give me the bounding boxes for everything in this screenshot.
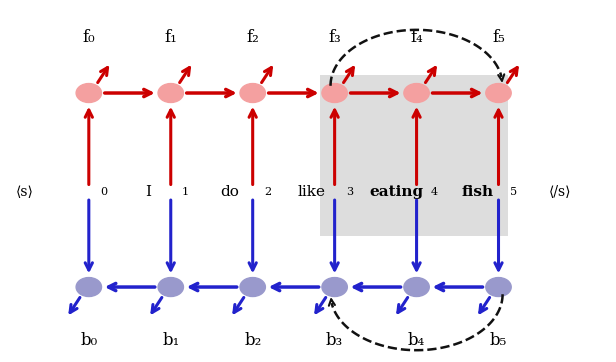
Text: b₅: b₅: [490, 332, 507, 349]
Text: f₁: f₁: [164, 29, 177, 46]
Ellipse shape: [322, 278, 347, 296]
Text: f₀: f₀: [83, 29, 95, 46]
Text: 1: 1: [182, 187, 189, 197]
Ellipse shape: [404, 278, 429, 296]
FancyBboxPatch shape: [320, 75, 508, 236]
Ellipse shape: [486, 278, 511, 296]
Text: f₃: f₃: [328, 29, 341, 46]
Text: ⟨s⟩: ⟨s⟩: [16, 185, 34, 199]
Ellipse shape: [76, 84, 102, 102]
Text: b₄: b₄: [408, 332, 425, 349]
Text: b₁: b₁: [162, 332, 179, 349]
Text: b₀: b₀: [80, 332, 97, 349]
Text: 3: 3: [346, 187, 353, 197]
Text: like: like: [298, 185, 326, 199]
Text: f₅: f₅: [492, 29, 505, 46]
Text: fish: fish: [462, 185, 494, 199]
Text: b₃: b₃: [326, 332, 343, 349]
Text: eating: eating: [369, 185, 423, 199]
Ellipse shape: [486, 84, 511, 102]
Text: ⟨/s⟩: ⟨/s⟩: [549, 185, 571, 199]
Ellipse shape: [240, 278, 265, 296]
Text: b₂: b₂: [244, 332, 261, 349]
Ellipse shape: [158, 84, 184, 102]
Text: 4: 4: [431, 187, 438, 197]
Text: 0: 0: [100, 187, 107, 197]
Ellipse shape: [158, 278, 184, 296]
Text: 5: 5: [509, 187, 517, 197]
Text: f₄: f₄: [410, 29, 423, 46]
Ellipse shape: [76, 278, 102, 296]
Text: do: do: [221, 185, 239, 199]
Text: f₂: f₂: [246, 29, 259, 46]
Ellipse shape: [240, 84, 265, 102]
Ellipse shape: [322, 84, 347, 102]
Text: I: I: [145, 185, 151, 199]
Ellipse shape: [404, 84, 429, 102]
Text: 2: 2: [264, 187, 271, 197]
